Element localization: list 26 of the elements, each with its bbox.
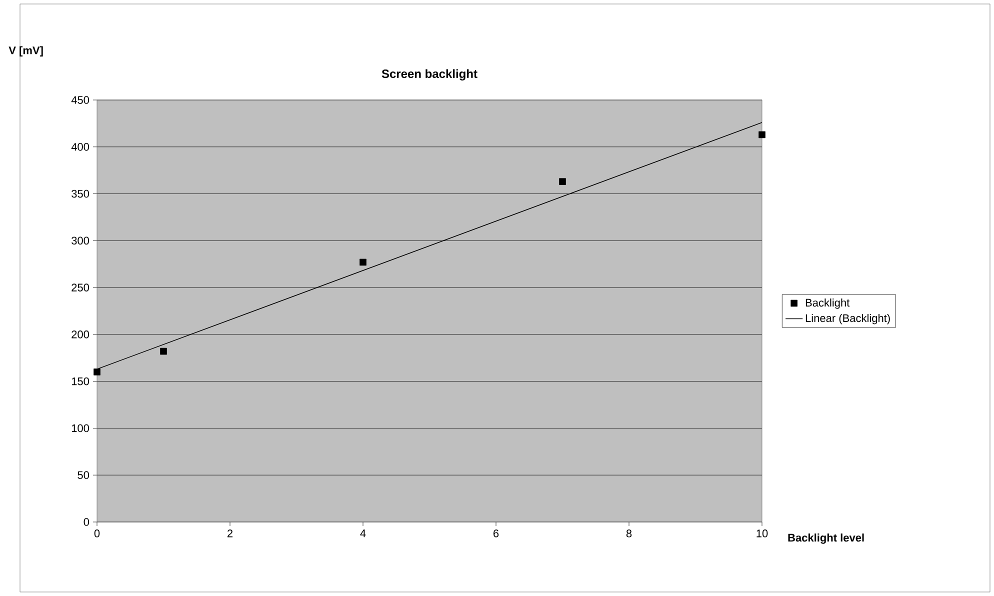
point: [758, 131, 766, 138]
y-tick-label: 150: [72, 377, 90, 386]
point: [360, 258, 366, 266]
y-axis-title: V [mV]: [8, 46, 43, 56]
legend-label: Linear (Backlight): [806, 314, 890, 324]
y-tick-label: 300: [72, 236, 90, 245]
y-tick-label: 200: [72, 330, 90, 338]
x-tick-label: 4: [360, 530, 366, 538]
y-tick-label: 50: [78, 471, 90, 479]
y-tick-label: 350: [72, 190, 90, 198]
x-tick-label: 6: [494, 530, 499, 538]
x-tick-label: 2: [227, 530, 233, 538]
legend-label: Backlight: [806, 298, 850, 309]
point: [160, 348, 167, 355]
y-tick-label: 450: [71, 96, 90, 104]
y-tick-label: 0: [84, 518, 90, 526]
point: [559, 178, 566, 185]
x-tick-label: 0: [94, 530, 100, 538]
y-tick-label: 250: [72, 284, 90, 292]
y-tick-label: 400: [71, 142, 90, 151]
x-axis-title: Backlight level: [788, 534, 864, 544]
y-tick-label: 100: [72, 424, 90, 432]
x-tick-label: 8: [626, 530, 632, 538]
chart-title: Screen backlight: [382, 69, 478, 80]
x-tick-label: 10: [756, 530, 768, 538]
point: [94, 368, 100, 376]
